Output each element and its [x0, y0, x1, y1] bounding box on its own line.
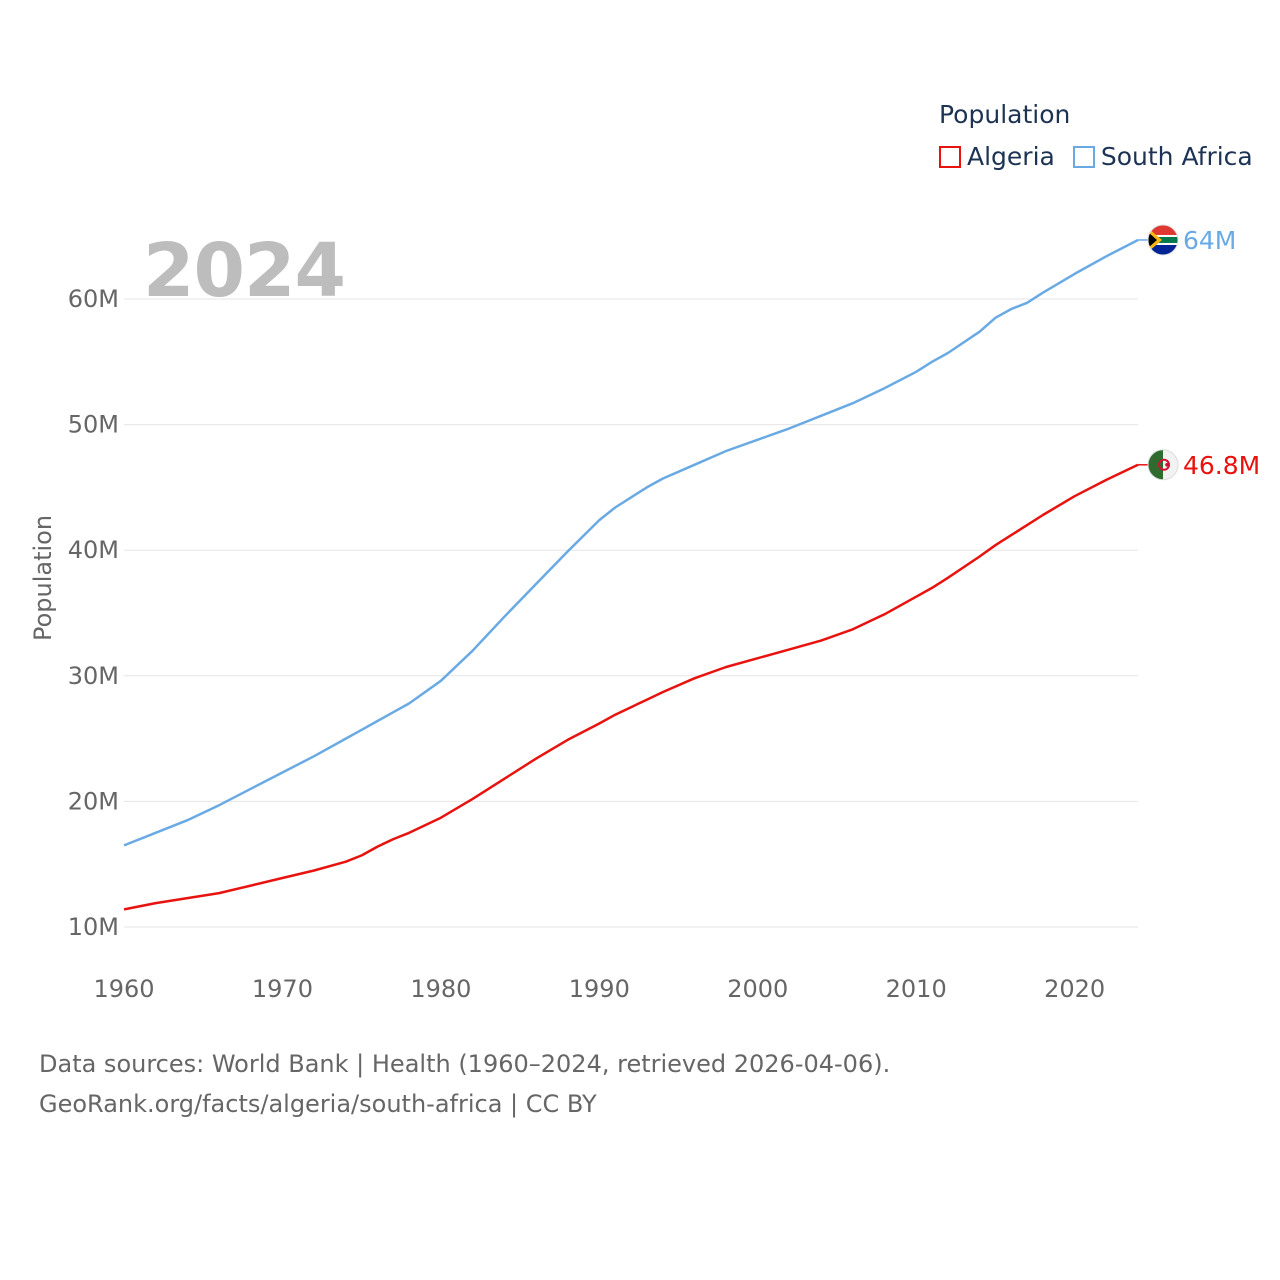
legend-item-algeria[interactable]: Algeria: [939, 142, 1055, 171]
x-axis-ticks: 1960 1970 1980 1990 2000 2010 2020: [93, 975, 1105, 1003]
algeria-flag-icon: [1147, 449, 1179, 481]
end-value-label: 64M: [1183, 226, 1236, 255]
y-tick-label: 30M: [68, 662, 119, 690]
x-tick-label: 1960: [93, 975, 154, 1003]
year-label: 2024: [143, 228, 346, 314]
legend-item-south-africa[interactable]: South Africa: [1072, 142, 1253, 171]
footer-sources: Data sources: World Bank | Health (1960–…: [39, 1050, 891, 1078]
y-tick-label: 60M: [68, 285, 119, 313]
y-tick-label: 20M: [68, 787, 119, 815]
y-tick-label: 40M: [68, 536, 119, 564]
y-tick-label: 50M: [68, 411, 119, 439]
x-tick-label: 2020: [1044, 975, 1105, 1003]
y-tick-label: 10M: [68, 913, 119, 941]
x-tick-label: 1990: [569, 975, 630, 1003]
footer: Data sources: World Bank | Health (1960–…: [39, 1044, 890, 1124]
legend-swatch-south-africa: [1072, 145, 1095, 168]
legend-swatch-algeria: [939, 145, 961, 168]
y-axis-ticks: 10M 20M 30M 40M 50M 60M: [68, 285, 119, 941]
south-africa-flag-icon: [1147, 224, 1179, 256]
series-line-south-africa: [123, 238, 1139, 847]
series-lines: [123, 238, 1139, 911]
legend-label-south-africa: South Africa: [1100, 142, 1253, 171]
x-tick-label: 1970: [252, 975, 313, 1003]
legend-title: Population: [939, 100, 1071, 129]
y-axis-label: Population: [29, 514, 57, 642]
x-tick-label: 2000: [727, 975, 788, 1003]
gridlines: [124, 298, 1138, 928]
footer-link[interactable]: GeoRank.org/facts/algeria/south-africa |…: [39, 1090, 597, 1118]
x-tick-label: 2010: [886, 975, 947, 1003]
legend: Algeria South Africa: [939, 142, 1253, 171]
end-value-label: 46.8M: [1183, 451, 1260, 480]
end-markers: 46.8M 64M: [1138, 224, 1260, 481]
legend-label-algeria: Algeria: [967, 142, 1055, 171]
x-tick-label: 1980: [410, 975, 471, 1003]
series-line-algeria: [123, 463, 1139, 911]
